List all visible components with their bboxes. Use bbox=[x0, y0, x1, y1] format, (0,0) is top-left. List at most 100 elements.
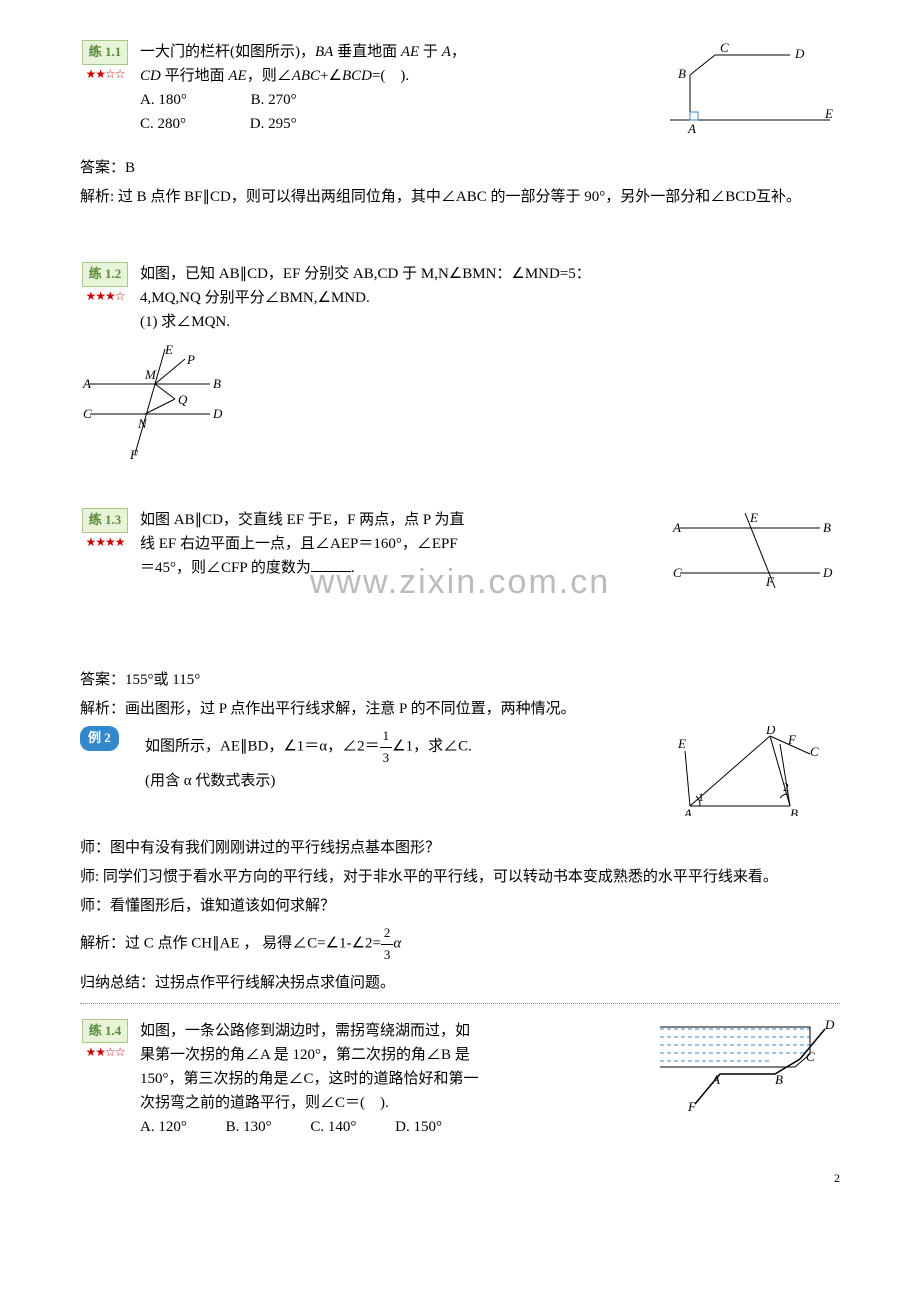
lbl: E bbox=[824, 106, 833, 121]
lbl: B bbox=[213, 376, 221, 391]
line: 如图，一条公路修到湖边时，需拐弯绕湖而过，如 bbox=[140, 1019, 640, 1043]
choice-c: C. 140° bbox=[310, 1115, 356, 1139]
figure-1-1: C D B A E bbox=[670, 40, 840, 135]
explain-1-3: 解析：画出图形，过 P 点作出平行线求解，注意 P 的不同位置，两种情况。 bbox=[80, 697, 840, 721]
problem-text: 如图所示，AE∥BD，∠1＝α，∠2＝13∠1，求∠C. (用含 α 代数式表示… bbox=[145, 726, 660, 793]
lbl: C bbox=[720, 40, 729, 55]
lbl: 1 bbox=[698, 790, 704, 804]
lbl: A bbox=[711, 1072, 720, 1087]
lbl: F bbox=[787, 732, 797, 747]
frac-icon: 23 bbox=[381, 923, 394, 966]
problem-1-2: 练 1.2 ★★★☆ 如图，已知 AB∥CD，EF 分别交 AB,CD 于 M,… bbox=[80, 262, 840, 464]
teacher-4: 解析：过 C 点作 CH∥AE ， 易得∠C=∠1-∠2=23α bbox=[80, 923, 840, 966]
lbl: B bbox=[775, 1072, 783, 1087]
problem-1-1: 练 1.1 ★★☆☆ 一大门的栏杆(如图所示)，BA 垂直地面 AE 于 A， … bbox=[80, 40, 840, 136]
page-number: 2 bbox=[80, 1169, 840, 1188]
lbl: E bbox=[749, 510, 758, 525]
figure-1-4: A B C D F bbox=[650, 1019, 840, 1114]
t: A bbox=[442, 44, 451, 60]
difficulty-stars: ★★★☆ bbox=[80, 287, 130, 306]
choice-d: D. 150° bbox=[395, 1115, 442, 1139]
difficulty-stars: ★★☆☆ bbox=[80, 1043, 130, 1062]
teacher-3: 师：看懂图形后，谁知道该如何求解？ bbox=[80, 894, 840, 918]
t: BA bbox=[315, 44, 333, 60]
teacher-5: 归纳总结：过拐点作平行线解决拐点求值问题。 bbox=[80, 971, 840, 995]
t: (用含 α 代数式表示) bbox=[145, 769, 660, 793]
lbl: E bbox=[677, 736, 686, 751]
t: BCD bbox=[342, 68, 372, 84]
t: 如图所示，AE∥BD，∠1＝α，∠2＝ bbox=[145, 739, 380, 755]
label-col: 练 1.1 ★★☆☆ bbox=[80, 40, 130, 84]
difficulty-stars: ★★★★ bbox=[80, 533, 130, 552]
t: AE bbox=[401, 44, 419, 60]
label-col: 练 1.3 ★★★★ bbox=[80, 508, 130, 552]
lbl: C bbox=[806, 1049, 815, 1064]
line: 次拐弯之前的道路平行，则∠C＝( ). bbox=[140, 1091, 640, 1115]
choice-c: C. 280° bbox=[140, 112, 186, 136]
t: 解析：过 C 点作 CH∥AE ， 易得∠C=∠1-∠2= bbox=[80, 936, 381, 952]
lbl: Q bbox=[178, 392, 188, 407]
t: 一大门的栏杆(如图所示)， bbox=[140, 44, 315, 60]
t: ， bbox=[451, 44, 466, 60]
t: ∠1，求∠C. bbox=[392, 739, 472, 755]
t: ABC bbox=[292, 68, 320, 84]
figure-ex2: E D F C A B 1 2 bbox=[670, 726, 840, 816]
lbl: E bbox=[164, 344, 173, 357]
line: 如图，已知 AB∥CD，EF 分别交 AB,CD 于 M,N∠BMN：∠MND=… bbox=[140, 262, 840, 286]
lbl: F bbox=[129, 447, 139, 462]
t: CD bbox=[140, 68, 161, 84]
watermark-text: www.zixin.com.cn bbox=[310, 563, 610, 601]
label-col: 练 1.2 ★★★☆ bbox=[80, 262, 130, 306]
choice-d: D. 295° bbox=[250, 112, 297, 136]
lbl: D bbox=[794, 46, 805, 61]
line: 线 EF 右边平面上一点，且∠AEP＝160°，∠EPF bbox=[140, 532, 660, 556]
lbl: B bbox=[790, 806, 798, 816]
answer-1-1: 答案：B bbox=[80, 156, 840, 180]
problem-text: 如图，一条公路修到湖边时，需拐弯绕湖而过，如 果第一次拐的角∠A 是 120°，… bbox=[140, 1019, 640, 1139]
t: AE bbox=[228, 68, 246, 84]
t: 于 bbox=[419, 44, 442, 60]
choice-a: A. 180° bbox=[140, 88, 187, 112]
lbl: A bbox=[683, 806, 692, 816]
frac-icon: 13 bbox=[380, 726, 393, 769]
problem-badge: 练 1.2 bbox=[82, 262, 129, 287]
lbl: D bbox=[212, 406, 223, 421]
choice-b: B. 270° bbox=[251, 88, 297, 112]
t: α bbox=[393, 936, 401, 952]
lbl: N bbox=[137, 416, 148, 431]
explain-1-1: 解析: 过 B 点作 BF∥CD，则可以得出两组同位角，其中∠ABC 的一部分等… bbox=[80, 185, 840, 209]
line: (1) 求∠MQN. bbox=[140, 310, 840, 334]
t: 垂直地面 bbox=[333, 44, 401, 60]
problem-badge: 练 1.1 bbox=[82, 40, 129, 65]
lbl: C bbox=[83, 406, 92, 421]
line: 150°，第三次拐的角是∠C，这时的道路恰好和第一 bbox=[140, 1067, 640, 1091]
lbl: F bbox=[687, 1099, 697, 1114]
choice-a: A. 120° bbox=[140, 1115, 187, 1139]
teacher-2: 师: 同学们习惯于看水平方向的平行线，对于非水平的平行线，可以转动书本变成熟悉的… bbox=[80, 865, 840, 889]
t: +∠ bbox=[320, 68, 342, 84]
choice-b: B. 130° bbox=[226, 1115, 272, 1139]
lbl: 2 bbox=[783, 780, 789, 794]
teacher-1: 师：图中有没有我们刚刚讲过的平行线拐点基本图形？ bbox=[80, 836, 840, 860]
t: ，则∠ bbox=[247, 68, 292, 84]
lbl: B bbox=[678, 66, 686, 81]
example-badge: 例 2 bbox=[80, 726, 119, 751]
lbl: P bbox=[186, 352, 195, 367]
t: =( ). bbox=[372, 68, 409, 84]
lbl: B bbox=[823, 520, 831, 535]
lbl: A bbox=[82, 376, 91, 391]
figure-1-2: E P A B M Q C D N F bbox=[80, 344, 840, 464]
t: 平行地面 bbox=[161, 68, 229, 84]
problem-text: 如图，已知 AB∥CD，EF 分别交 AB,CD 于 M,N∠BMN：∠MND=… bbox=[140, 262, 840, 334]
watermark: www.zixin.com.cn bbox=[80, 555, 840, 595]
lbl: A bbox=[672, 520, 681, 535]
separator bbox=[80, 1003, 840, 1004]
problem-text: 一大门的栏杆(如图所示)，BA 垂直地面 AE 于 A， CD 平行地面 AE，… bbox=[140, 40, 660, 136]
lbl: D bbox=[824, 1019, 835, 1032]
answer-1-3: 答案：155°或 115° bbox=[80, 668, 840, 692]
line: 4,MQ,NQ 分别平分∠BMN,∠MND. bbox=[140, 286, 840, 310]
lbl: M bbox=[144, 367, 157, 382]
label-col: 例 2 bbox=[80, 726, 135, 751]
difficulty-stars: ★★☆☆ bbox=[80, 65, 130, 84]
line: 果第一次拐的角∠A 是 120°，第二次拐的角∠B 是 bbox=[140, 1043, 640, 1067]
